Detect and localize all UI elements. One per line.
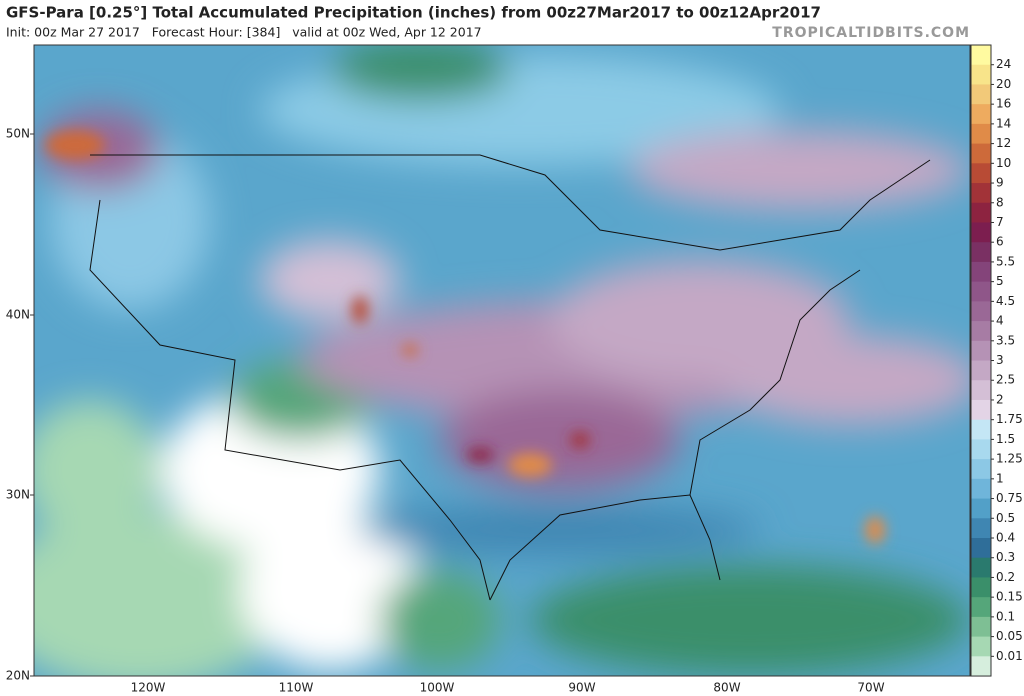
colorbar-swatch xyxy=(971,360,991,381)
colorbar-swatch xyxy=(971,380,991,401)
colorbar-swatch xyxy=(971,84,991,105)
lon-label: 70W xyxy=(857,681,884,695)
colorbar-label: 6 xyxy=(996,235,1004,249)
colorbar-label: 1 xyxy=(996,471,1004,485)
colorbar-swatch xyxy=(971,459,991,480)
colorbar-label: 24 xyxy=(996,57,1011,71)
colorbar-swatch xyxy=(971,597,991,618)
colorbar-swatch xyxy=(971,439,991,460)
colorbar-swatch xyxy=(971,301,991,322)
lon-label: 110W xyxy=(279,681,314,695)
colorbar-swatch xyxy=(971,636,991,657)
colorbar-label: 20 xyxy=(996,77,1011,91)
colorbar-swatch xyxy=(971,222,991,243)
colorbar-label: 4.5 xyxy=(996,294,1015,308)
colorbar-swatch xyxy=(971,419,991,440)
credit: TROPICALTIDBITS.COM xyxy=(772,25,970,41)
colorbar-swatch xyxy=(971,163,991,184)
colorbar-label: 4 xyxy=(996,314,1004,328)
colorbar-label: 0.05 xyxy=(996,629,1023,643)
colorbar-label: 1.25 xyxy=(996,452,1023,466)
colorbar-label: 12 xyxy=(996,136,1011,150)
colorbar-label: 5.5 xyxy=(996,254,1015,268)
colorbar-swatch xyxy=(971,123,991,145)
colorbar-swatch xyxy=(971,557,991,578)
colorbar-label: 9 xyxy=(996,176,1004,190)
colorbar-swatch xyxy=(971,340,991,362)
colorbar-swatch xyxy=(971,616,991,638)
colorbar-swatch xyxy=(971,538,991,559)
colorbar-label: 0.2 xyxy=(996,570,1015,584)
colorbar-swatch xyxy=(971,104,991,125)
colorbar-label: 5 xyxy=(996,274,1004,288)
colorbar-swatch xyxy=(971,183,991,204)
colorbar-label: 1.75 xyxy=(996,412,1023,426)
lat-labels: 50N 40N 30N 20N xyxy=(6,127,34,683)
colorbar-label: 0.3 xyxy=(996,550,1015,564)
colorbar-label: 14 xyxy=(996,116,1011,130)
colorbar-swatch xyxy=(971,202,991,223)
colorbar-swatch xyxy=(971,281,991,302)
colorbar-label: 2.5 xyxy=(996,373,1015,387)
colorbar-label: 0.15 xyxy=(996,590,1023,604)
colorbar-swatch xyxy=(971,577,991,598)
colorbar-swatch xyxy=(971,399,991,421)
colorbar-label: 3 xyxy=(996,353,1004,367)
lat-label: 50N xyxy=(6,127,30,141)
colorbar-swatch xyxy=(971,478,991,500)
colorbar-label: 8 xyxy=(996,195,1004,209)
colorbar-swatch xyxy=(971,261,991,283)
lon-label: 120W xyxy=(131,681,166,695)
colorbar-swatch xyxy=(971,656,991,677)
colorbar-label: 16 xyxy=(996,97,1011,111)
colorbar-label: 0.4 xyxy=(996,531,1015,545)
colorbar-label: 10 xyxy=(996,156,1011,170)
colorbar-swatch xyxy=(971,518,991,539)
colorbar-swatch xyxy=(971,321,991,342)
colorbar: 24 20 16 14 12 10 9 8 7 6 5.5 5 4.5 4 3.5 3 2.5 2 1.75 1.5 1… xyxy=(970,44,1023,677)
colorbar-swatch xyxy=(971,498,991,519)
lon-label: 80W xyxy=(713,681,740,695)
map-frame xyxy=(33,44,971,677)
colorbar-swatch xyxy=(971,143,991,164)
lon-label: 100W xyxy=(420,681,455,695)
colorbar-swatch xyxy=(971,242,991,263)
subtitle: Init: 00z Mar 27 2017 Forecast Hour: [38… xyxy=(6,25,482,40)
colorbar-label: 7 xyxy=(996,215,1004,229)
precip-map xyxy=(34,45,970,676)
lat-label: 20N xyxy=(6,669,30,683)
boundaries xyxy=(89,154,931,601)
lat-label: 30N xyxy=(6,488,30,502)
colorbar-swatch xyxy=(971,64,991,85)
lat-label: 40N xyxy=(6,308,30,322)
colorbar-label: 2 xyxy=(996,392,1004,406)
colorbar-label: 0.01 xyxy=(996,649,1023,663)
colorbar-label: 0.75 xyxy=(996,491,1023,505)
title: GFS-Para [0.25°] Total Accumulated Preci… xyxy=(6,4,821,22)
lon-label: 90W xyxy=(568,681,595,695)
colorbar-label: 0.5 xyxy=(996,511,1015,525)
colorbar-label: 0.1 xyxy=(996,609,1015,623)
colorbar-label: 1.5 xyxy=(996,432,1015,446)
lon-labels: 120W 110W 100W 90W 80W 70W xyxy=(131,681,885,695)
colorbar-label: 3.5 xyxy=(996,333,1015,347)
colorbar-swatch xyxy=(971,45,991,66)
